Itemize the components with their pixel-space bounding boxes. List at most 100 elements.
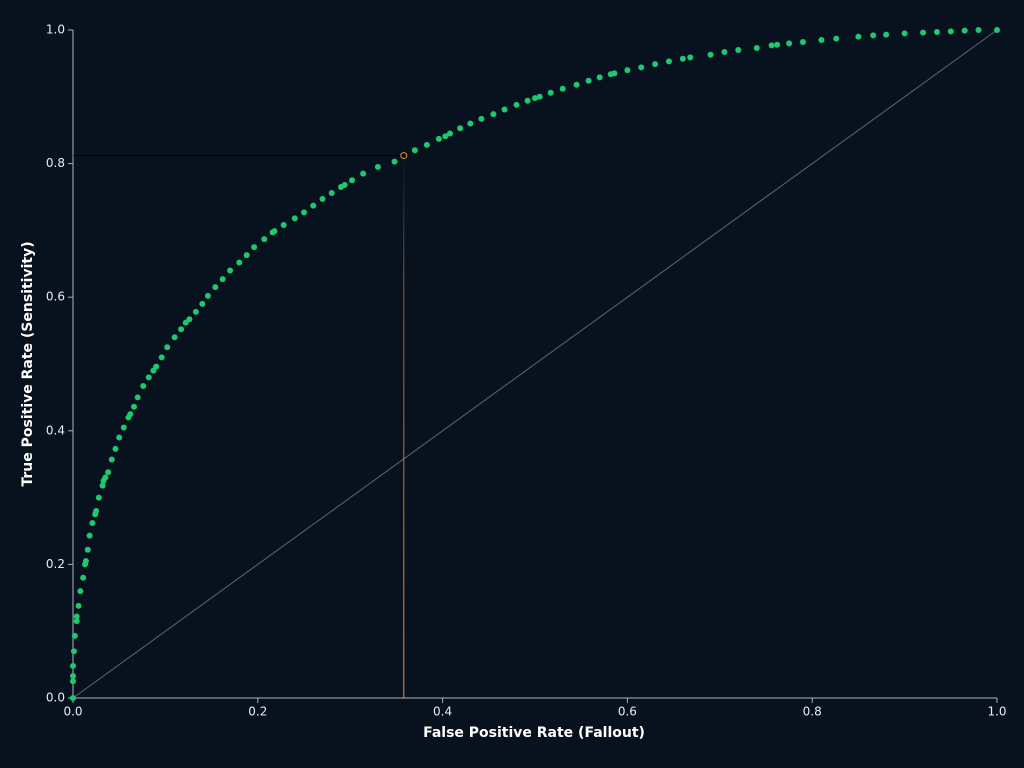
roc-point	[108, 456, 115, 463]
roc-point	[73, 613, 80, 620]
y-tick-label: 0.6	[46, 290, 65, 304]
roc-point	[870, 32, 877, 39]
roc-point	[490, 111, 497, 118]
roc-point	[212, 284, 219, 291]
roc-point	[73, 618, 80, 625]
roc-point	[158, 354, 165, 361]
roc-point	[774, 41, 781, 48]
roc-point	[130, 403, 137, 410]
roc-point	[933, 29, 940, 36]
roc-point	[573, 81, 580, 88]
roc-point	[457, 125, 464, 132]
roc-point	[883, 31, 890, 38]
roc-point	[818, 37, 825, 44]
roc-point	[70, 662, 76, 669]
roc-point	[178, 326, 185, 333]
highlight-point	[400, 152, 408, 160]
chance-line	[72, 29, 998, 699]
roc-point	[524, 97, 531, 104]
crosshair-vertical	[403, 155, 405, 699]
roc-point	[99, 482, 106, 489]
roc-point	[513, 101, 520, 108]
roc-point	[261, 236, 268, 243]
roc-point	[328, 189, 335, 196]
roc-point	[116, 434, 123, 441]
roc-point	[721, 49, 728, 56]
x-tick-label: 0.0	[63, 705, 82, 719]
roc-point	[70, 695, 76, 701]
roc-point	[753, 45, 760, 52]
roc-point	[227, 267, 234, 274]
roc-point	[478, 115, 485, 122]
roc-point	[768, 42, 775, 49]
roc-point	[280, 222, 287, 229]
x-tick-label: 0.6	[618, 705, 637, 719]
y-tick-label: 0.2	[46, 557, 65, 571]
roc-point	[140, 383, 147, 390]
roc-point	[236, 259, 243, 266]
roc-point	[559, 85, 566, 92]
roc-point	[127, 411, 134, 418]
y-tick-label: 0.4	[46, 423, 65, 437]
roc-point	[665, 58, 672, 65]
roc-point	[70, 648, 77, 655]
roc-point	[611, 70, 618, 77]
roc-point	[251, 244, 258, 251]
roc-point	[112, 445, 119, 452]
roc-point	[360, 170, 367, 177]
roc-point	[86, 532, 93, 539]
y-tick-label: 0.0	[46, 691, 65, 705]
y-tick-label: 0.8	[46, 156, 65, 170]
roc-point	[164, 344, 171, 351]
roc-point	[186, 316, 193, 323]
roc-point	[652, 61, 659, 68]
roc-point	[70, 672, 76, 679]
x-tick-label: 1.0	[987, 705, 1006, 719]
roc-point	[961, 27, 968, 34]
roc-point	[291, 215, 298, 222]
roc-point	[446, 130, 453, 137]
roc-point	[93, 507, 100, 514]
roc-point	[243, 252, 250, 259]
roc-point	[501, 106, 508, 113]
roc-point	[735, 47, 742, 54]
roc-point	[920, 29, 927, 36]
x-tick-label: 0.8	[803, 705, 822, 719]
roc-point	[70, 678, 76, 685]
roc-point	[71, 632, 78, 639]
roc-point	[707, 51, 714, 58]
roc-point	[532, 95, 538, 102]
roc-point	[102, 474, 109, 481]
roc-point	[77, 588, 84, 595]
roc-point	[319, 196, 326, 203]
roc-point	[994, 27, 1000, 33]
roc-point	[947, 28, 954, 35]
y-axis-title: True Positive Rate (Sensitivity)	[20, 241, 36, 486]
roc-point	[391, 158, 398, 165]
roc-point	[411, 147, 418, 154]
x-tick-label: 0.4	[433, 705, 452, 719]
roc-point	[536, 93, 543, 100]
roc-point	[192, 308, 199, 315]
roc-point	[901, 30, 908, 37]
roc-point	[687, 54, 694, 61]
roc-point	[153, 363, 160, 370]
roc-point	[219, 276, 226, 283]
roc-point	[271, 228, 278, 235]
roc-point	[374, 163, 381, 170]
roc-point	[105, 469, 112, 476]
roc-point	[84, 546, 91, 553]
roc-point	[134, 394, 141, 401]
roc-point	[855, 33, 862, 40]
roc-point	[596, 74, 603, 81]
roc-point	[171, 334, 178, 341]
roc-point	[95, 494, 102, 501]
roc-point	[204, 292, 211, 299]
roc-point	[442, 133, 449, 140]
roc-point	[80, 574, 87, 581]
roc-point	[585, 77, 592, 84]
roc-point	[145, 374, 152, 381]
roc-point	[301, 209, 307, 216]
